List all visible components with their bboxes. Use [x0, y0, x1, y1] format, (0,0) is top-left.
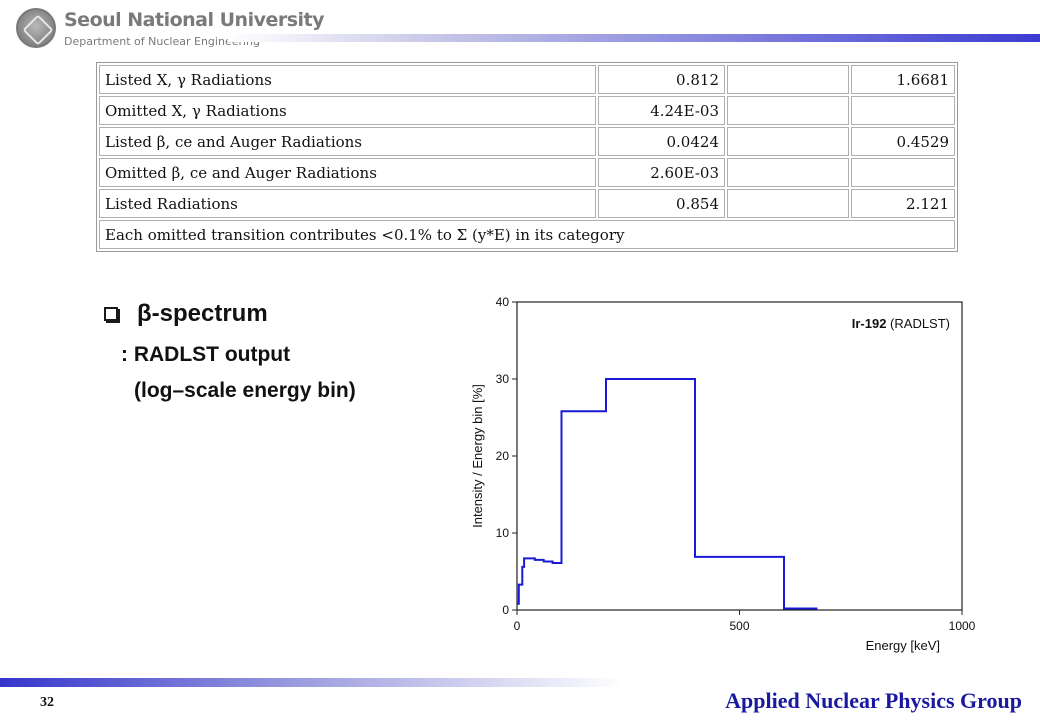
x-tick-label: 0 [514, 619, 521, 633]
table-footnote-row: Each omitted transition contributes <0.1… [99, 220, 955, 249]
footer-gradient-bar [0, 678, 1040, 687]
table-row: Listed X, γ Radiations 0.812 1.6681 [99, 65, 955, 94]
row-value2: 2.121 [851, 189, 955, 218]
row-value1: 0.0424 [598, 127, 725, 156]
y-tick-label: 10 [496, 526, 510, 540]
y-tick-label: 20 [496, 449, 510, 463]
row-value2: 1.6681 [851, 65, 955, 94]
y-tick-label: 30 [496, 372, 510, 386]
chart-annotation: Ir-192 (RADLST) [852, 316, 950, 331]
university-logo: Seoul National University Department of … [14, 6, 325, 52]
x-tick-label: 500 [729, 619, 749, 633]
group-name: Applied Nuclear Physics Group [725, 688, 1022, 713]
row-label: Listed X, γ Radiations [99, 65, 596, 94]
university-name: Seoul National University [64, 9, 325, 31]
beta-spectrum-chart: 0 10 20 30 40 0 500 1000 Energy [keV] Intensity /… [470, 295, 976, 653]
spectrum-series-line [517, 378, 818, 610]
row-value2: 0.4529 [851, 127, 955, 156]
section-title: β-spectrum [137, 300, 268, 327]
row-value1: 0.812 [598, 65, 725, 94]
university-seal-icon [16, 8, 56, 48]
table-row: Listed β, ce and Auger Radiations 0.0424… [99, 127, 955, 156]
radiation-summary-table: Listed X, γ Radiations 0.812 1.6681 Omit… [96, 62, 958, 252]
row-label: Listed Radiations [99, 189, 596, 218]
row-value1: 0.854 [598, 189, 725, 218]
row-value2 [851, 158, 955, 187]
header-gradient-bar [228, 34, 1040, 42]
checkbox-bullet-icon [104, 307, 118, 321]
x-tick-label: 1000 [949, 619, 976, 633]
table-row: Omitted β, ce and Auger Radiations 2.60E… [99, 158, 955, 187]
row-label: Omitted X, γ Radiations [99, 96, 596, 125]
y-tick-label: 40 [496, 295, 510, 309]
table-row: Listed Radiations 0.854 2.121 [99, 189, 955, 218]
row-value2 [851, 96, 955, 125]
department-name: Department of Nuclear Engineering [64, 35, 260, 48]
table-row: Omitted X, γ Radiations 4.24E-03 [99, 96, 955, 125]
x-axis-label: Energy [keV] [866, 638, 940, 653]
section-subtitle-line1: : RADLST output [121, 343, 291, 366]
page-number: 32 [40, 695, 54, 710]
row-value1: 2.60E-03 [598, 158, 725, 187]
section-subtitle-line2: (log–scale energy bin) [134, 379, 356, 402]
row-value1: 4.24E-03 [598, 96, 725, 125]
y-axis-label: Intensity / Energy bin [%] [470, 384, 485, 528]
y-tick-label: 0 [502, 603, 509, 617]
row-label: Omitted β, ce and Auger Radiations [99, 158, 596, 187]
table-footnote: Each omitted transition contributes <0.1… [99, 220, 955, 249]
plot-frame [516, 301, 963, 611]
row-label: Listed β, ce and Auger Radiations [99, 127, 596, 156]
